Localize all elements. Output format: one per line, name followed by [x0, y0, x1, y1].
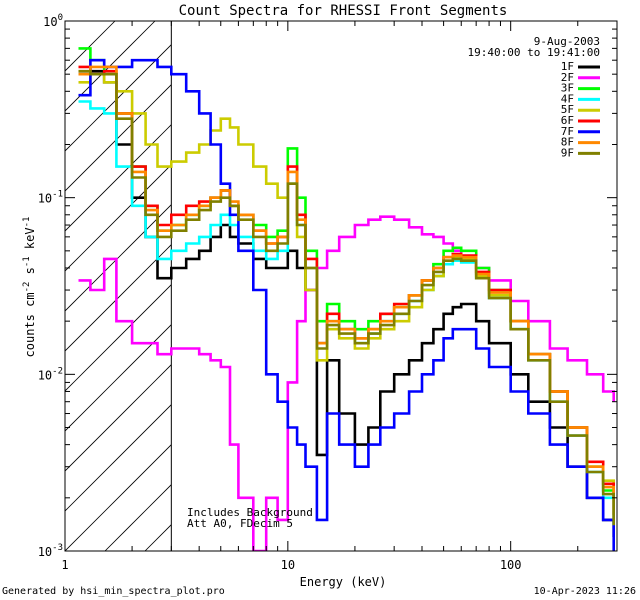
legend-label-6F: 6F: [561, 114, 574, 127]
legend-label-8F: 8F: [561, 136, 574, 149]
y-tick-labels: 100 10-1 10-2 10-3: [38, 13, 63, 559]
hatch-line: [65, 44, 172, 152]
series-line-8F: [78, 65, 615, 520]
series-group: [78, 47, 615, 551]
y-axis-label-sup1: -2: [22, 282, 32, 293]
y-axis-label-end: keV: [23, 227, 37, 256]
hatch-line: [65, 444, 172, 551]
legend-label-4F: 4F: [561, 92, 574, 105]
annotation-attenuator: Att A0, FDecim 5: [187, 517, 293, 530]
y-tick-label: 10-3: [38, 543, 63, 559]
hatch-line: [65, 84, 172, 192]
series-line-6F: [78, 65, 615, 515]
series-line-2F: [78, 215, 615, 551]
legend-label-5F: 5F: [561, 103, 574, 116]
hatch-line: [65, 364, 172, 472]
legend-label-1F: 1F: [561, 60, 574, 73]
time-range-label: 19:40:00 to 19:41:00: [468, 46, 600, 59]
legend-label-3F: 3F: [561, 82, 574, 95]
y-axis-label-main: counts cm: [23, 292, 37, 357]
hatch-line: [65, 21, 116, 72]
series-line-5F: [78, 72, 615, 498]
y-axis-label: counts cm-2 s-1 keV-1: [22, 217, 37, 358]
legend-label-7F: 7F: [561, 125, 574, 138]
date-label: 9-Aug-2003: [534, 35, 600, 48]
axis-ticks: [64, 20, 618, 552]
series-line-3F: [78, 47, 615, 520]
y-axis-label-sup2: -1: [22, 256, 32, 267]
y-tick-label: 10-2: [38, 366, 63, 382]
hatch-region: [65, 21, 640, 551]
legend-label-9F: 9F: [561, 146, 574, 159]
hatch-line: [465, 21, 640, 551]
series-line-7F: [78, 58, 615, 551]
plot-frame: [64, 20, 618, 552]
legend-label-2F: 2F: [561, 71, 574, 84]
footer-timestamp: 10-Apr-2023 11:26: [534, 586, 636, 597]
hatch-line: [65, 284, 172, 392]
y-tick-label: 10-1: [38, 190, 63, 206]
series-line-9F: [78, 69, 615, 526]
hatch-line: [65, 404, 172, 512]
x-axis-label: Energy (keV): [300, 575, 387, 589]
hatch-line: [65, 244, 172, 352]
footer-generated-by: Generated by hsi_min_spectra_plot.pro: [2, 586, 225, 597]
x-tick-label: 10: [281, 558, 295, 572]
y-axis-label-sup3: -1: [22, 217, 32, 228]
x-tick-labels: 1 10 100: [61, 558, 521, 572]
annotation-background: Includes Background: [187, 506, 313, 519]
hatch-line: [65, 164, 172, 272]
hatch-line: [65, 124, 172, 232]
series-line-1F: [78, 69, 615, 537]
hatch-line: [65, 204, 172, 312]
x-tick-label: 1: [61, 558, 68, 572]
hatch-line: [65, 21, 156, 112]
y-tick-label: 100: [43, 13, 63, 29]
x-tick-label: 100: [500, 558, 522, 572]
hatch-line: [425, 21, 640, 551]
hatch-line: [104, 484, 172, 551]
y-axis-label-mid: s: [23, 267, 37, 281]
chart-title: Count Spectra for RHESSI Front Segments: [179, 3, 508, 19]
